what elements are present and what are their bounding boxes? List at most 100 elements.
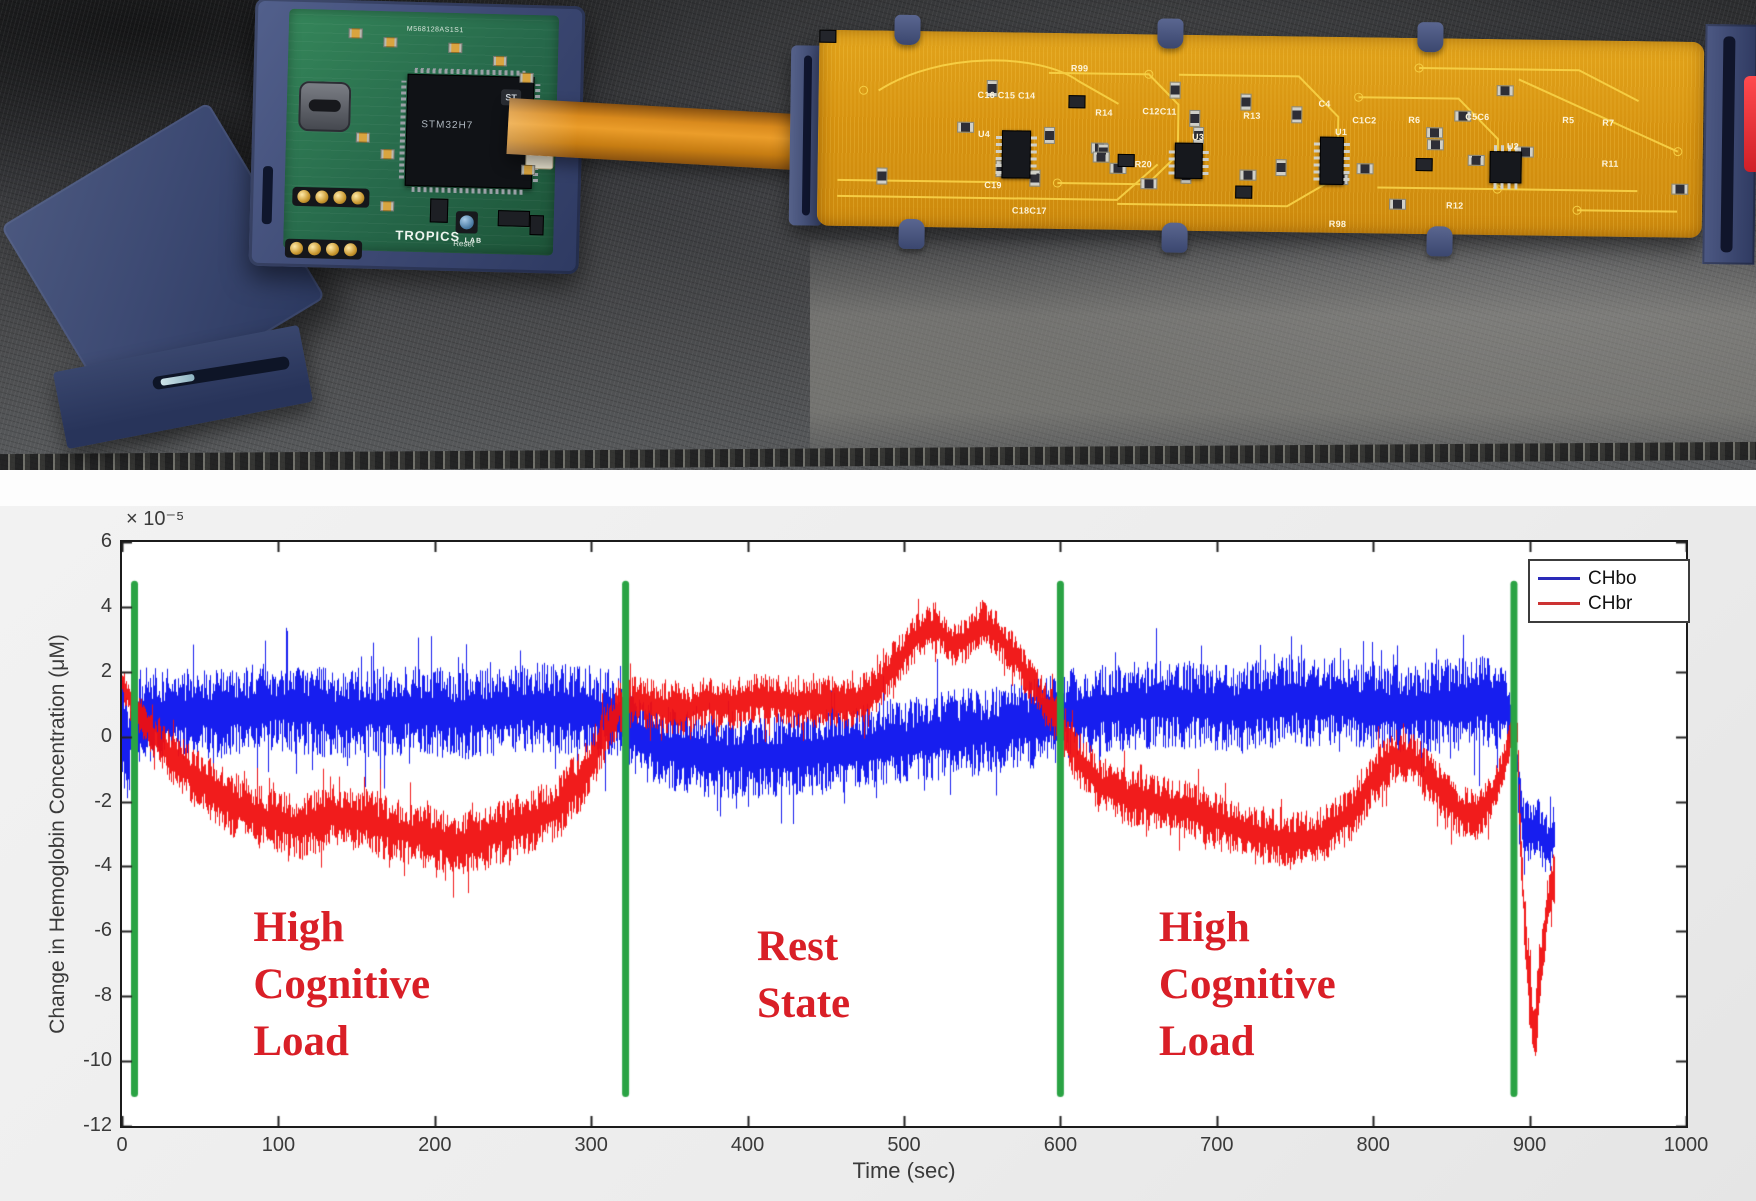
smd-component — [497, 210, 531, 227]
frame-slot — [261, 165, 274, 225]
legend-line-chbr — [1538, 602, 1580, 605]
legend-entry-chbo: CHbo — [1538, 566, 1680, 591]
silkscreen-label: C16 C15 C14 — [977, 89, 1036, 101]
y-tick-label: -2 — [94, 789, 112, 812]
silkscreen-label: U1 — [1335, 126, 1348, 138]
x-tick-label: 300 — [574, 1134, 608, 1156]
silkscreen-label: C1C2 — [1352, 115, 1377, 126]
mount-tab — [898, 218, 925, 250]
silkscreen-label: R11 — [1601, 158, 1619, 169]
x-tick-label: 800 — [1356, 1134, 1390, 1156]
y-tick-label: 0 — [100, 724, 112, 747]
capacitor — [380, 149, 395, 160]
mount-tab — [894, 14, 921, 46]
x-axis-label: Time (sec) — [852, 1158, 956, 1183]
capacitor — [492, 55, 508, 67]
legend-entry-chbr: CHbr — [1538, 591, 1680, 616]
mount-tab — [1426, 226, 1453, 257]
x-tick-label: 0 — [116, 1134, 128, 1156]
capacitor — [355, 132, 371, 143]
silkscreen-label: R20 — [1134, 159, 1153, 170]
y-axis-exponent: × 10⁻⁵ — [126, 508, 185, 530]
silkscreen-label: C12C11 — [1142, 106, 1177, 117]
annotation-text: High Cognitive Load — [1158, 903, 1336, 1065]
flex-sensor-assembly: R99 C16 C15 C14 U4 R14 C12C11 U3 R20 C19 C18C17 R… — [786, 11, 1756, 265]
smd-component — [529, 214, 544, 236]
silkscreen-label: R6 — [1408, 114, 1421, 126]
y-tick-label: 2 — [100, 659, 112, 682]
flex-pcb: R99 C16 C15 C14 U4 R14 C12C11 U3 R20 C19 C18C17 R… — [816, 29, 1705, 239]
y-axis-label: Change in Hemoglobin Concentration (μM) — [46, 634, 69, 1034]
silkscreen-label: R13 — [1243, 110, 1261, 121]
reset-button-cap — [459, 215, 474, 230]
mcu-pins-left — [398, 80, 407, 179]
x-tick-label: 400 — [730, 1134, 765, 1156]
cable-sheen — [506, 98, 580, 158]
silkscreen-label: R99 — [1070, 63, 1089, 74]
rail-slot — [1720, 36, 1736, 253]
capacitor — [521, 164, 536, 176]
silkscreen-label: U3 — [1191, 131, 1205, 143]
silkscreen-label: R7 — [1602, 117, 1615, 128]
legend-line-chbo — [1538, 577, 1580, 580]
x-tick-label: 200 — [418, 1134, 452, 1156]
silkscreen-label: C5C6 — [1465, 111, 1490, 123]
y-tick-label: -4 — [94, 854, 112, 877]
y-tick-label: -8 — [94, 984, 112, 1007]
silkscreen-label: R5 — [1562, 115, 1575, 126]
y-tick-label: -6 — [94, 919, 112, 942]
capacitor — [380, 201, 395, 212]
smd-component — [429, 198, 449, 223]
case-slot — [151, 355, 291, 391]
reset-button — [455, 211, 479, 234]
x-tick-label: 500 — [887, 1134, 921, 1156]
capacitor — [348, 28, 363, 39]
annotation-text: High Cognitive Load — [253, 903, 431, 1065]
silkscreen-labels: R99 C16 C15 C14 U4 R14 C12C11 U3 R20 C19 C18C17 R… — [817, 30, 1705, 238]
y-tick-label: -12 — [83, 1114, 112, 1136]
mount-tab — [1161, 222, 1188, 253]
silkscreen-label: R12 — [1446, 200, 1464, 211]
legend-label-chbo: CHbo — [1588, 567, 1637, 589]
x-tick-label: 1000 — [1663, 1134, 1709, 1156]
plot-area — [120, 540, 1688, 1128]
capacitor — [448, 42, 463, 54]
silkscreen-label: C4 — [1318, 98, 1331, 109]
mcu-pins-bottom — [411, 186, 525, 195]
capacitor — [383, 37, 398, 48]
silkscreen-label: U4 — [977, 128, 991, 140]
usb-c-port — [298, 80, 352, 133]
red-object-edge — [1744, 76, 1756, 172]
x-tick-label: 100 — [261, 1134, 296, 1156]
signal-canvas — [122, 542, 1686, 1126]
silkscreen-label: R14 — [1095, 107, 1113, 118]
rail-slot — [801, 55, 813, 216]
silkscreen-label: U2 — [1506, 141, 1520, 152]
silkscreen-label: C18C17 — [1011, 205, 1047, 216]
chart-legend: CHbo CHbr — [1528, 559, 1690, 623]
y-tick-label: 4 — [100, 594, 112, 617]
usb-slot — [308, 99, 341, 112]
x-tick-label: 900 — [1512, 1134, 1547, 1156]
mcu-pins-top — [414, 67, 528, 76]
x-tick-label: 700 — [1200, 1134, 1234, 1156]
header-pads — [292, 186, 370, 208]
silkscreen-label: C19 — [984, 179, 1002, 191]
silkscreen-label: R98 — [1328, 218, 1347, 230]
annotation-text: Rest State — [756, 923, 851, 1028]
y-tick-label: -10 — [83, 1049, 112, 1072]
legend-label-chbr: CHbr — [1588, 592, 1633, 614]
mcu-marking-text: STM32H7 — [421, 119, 474, 132]
slot-glint — [160, 373, 195, 386]
pcb-serial-text: M568128AS1S1 — [406, 25, 464, 35]
header-pads — [284, 238, 363, 260]
hardware-photo: M568128AS1S1 ST STM32H7 — [0, 0, 1756, 470]
white-gap — [0, 470, 1756, 506]
mount-tab — [1417, 22, 1444, 53]
fabric-light-patch — [810, 240, 1756, 455]
y-tick-label: 6 — [100, 530, 112, 552]
reset-label: Reset — [453, 238, 475, 249]
x-tick-label: 600 — [1043, 1134, 1078, 1156]
capacitor — [519, 72, 534, 84]
